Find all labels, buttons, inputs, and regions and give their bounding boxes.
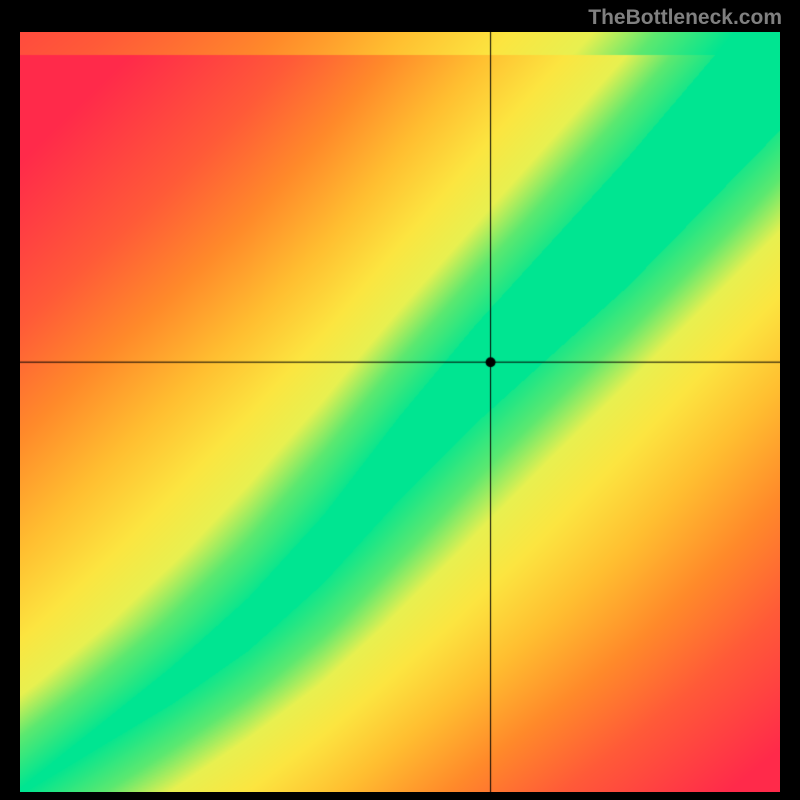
chart-container: TheBottleneck.com [0,0,800,800]
watermark-text: TheBottleneck.com [588,6,782,30]
heatmap-plot [20,32,780,792]
heatmap-canvas [20,32,780,792]
